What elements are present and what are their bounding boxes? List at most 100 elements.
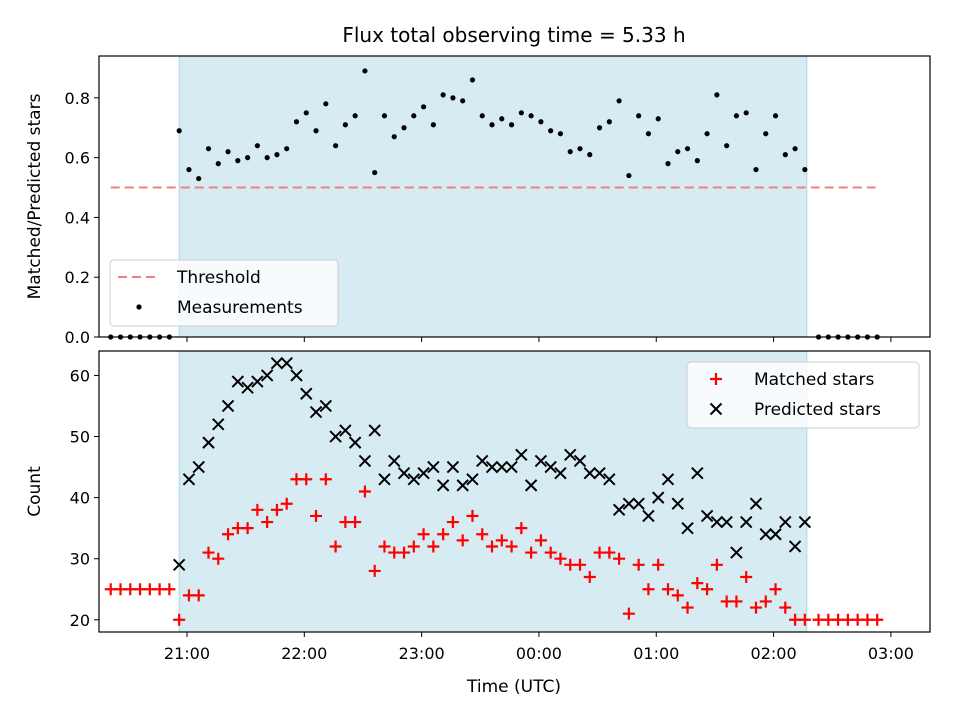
measurement-point [577, 146, 583, 152]
predicted-stars-point [769, 528, 782, 541]
matched-stars-point [192, 589, 205, 602]
x-tick-label: 01:00 [633, 644, 679, 663]
predicted-stars-point [202, 436, 215, 449]
x-axis-label: Time (UTC) [466, 677, 561, 697]
predicted-stars-point [270, 357, 284, 370]
measurement-point [313, 128, 319, 134]
legend-matched-label: Matched stars [754, 370, 874, 390]
measurement-point [704, 131, 710, 137]
matched-stars-point [554, 552, 567, 565]
predicted-stars-point [749, 497, 763, 510]
predicted-stars-point [603, 473, 616, 486]
legend-box [109, 259, 339, 327]
measurement-point [675, 149, 681, 155]
predicted-stars-point [730, 546, 743, 559]
predicted-stars-point [241, 381, 254, 394]
matched-stars-point [749, 601, 762, 614]
matched-stars-point [466, 509, 479, 522]
matched-stars-point [358, 485, 371, 498]
matched-stars-point [671, 589, 684, 602]
matched-stars-point [583, 571, 596, 584]
measurement-point [450, 95, 456, 101]
measurement-point [460, 98, 466, 104]
predicted-stars-point [378, 473, 391, 486]
y-tick-label: 60 [70, 366, 90, 385]
measurement-point [655, 116, 661, 122]
y-tick-label: 0.6 [65, 149, 90, 168]
matched-stars-point [495, 534, 508, 547]
measurement-point [176, 128, 182, 134]
measurement-point [381, 113, 388, 119]
measurement-point [499, 116, 505, 122]
measurement-point [548, 128, 554, 134]
measurement-point [196, 175, 202, 182]
matched-stars-point [505, 540, 518, 553]
measurement-point [323, 101, 329, 107]
matched-stars-point [622, 607, 635, 620]
predicted-stars-point [427, 460, 440, 474]
measurement-point [557, 131, 564, 137]
matched-stars-point [202, 546, 215, 559]
y-tick-label: 0.4 [65, 208, 90, 227]
matched-stars-point [871, 613, 884, 626]
legend-predicted-label: Predicted stars [754, 400, 881, 420]
measurement-point [245, 155, 251, 161]
matched-stars-point [349, 516, 362, 529]
legend-box [686, 361, 920, 429]
measurement-point [489, 122, 495, 128]
measurement-point [342, 122, 348, 128]
predicted-stars-point [593, 466, 606, 480]
predicted-stars-point [554, 466, 567, 480]
count-legend: Matched stars Predicted stars [686, 361, 920, 429]
matched-stars-point [613, 552, 626, 565]
measurement-point [733, 113, 740, 119]
y-tick-label: 30 [70, 550, 90, 569]
measurement-point [293, 119, 300, 125]
matched-stars-point [241, 522, 254, 535]
predicted-stars-point [300, 387, 313, 400]
predicted-stars-point [436, 479, 450, 492]
matched-stars-point [329, 540, 342, 553]
measurement-point [205, 146, 212, 152]
x-tick-label: 03:00 [868, 644, 914, 663]
matched-stars-point [261, 516, 274, 529]
matched-stars-point [446, 516, 459, 529]
ratio-legend: Threshold Measurements [109, 259, 339, 327]
predicted-stars-point [642, 509, 655, 523]
predicted-stars-point [788, 540, 802, 553]
predicted-stars-point [739, 515, 753, 529]
predicted-stars-point [388, 454, 401, 468]
measurement-point [303, 110, 309, 116]
predicted-stars-point [192, 460, 205, 474]
measurement-point [528, 113, 534, 119]
measurement-point [264, 155, 270, 161]
legend-measurement-swatch [136, 304, 142, 310]
measurement-point [372, 169, 378, 176]
matched-stars-point [525, 546, 538, 559]
measurement-point [802, 166, 808, 173]
predicted-stars-point [700, 509, 714, 523]
measurement-point [235, 158, 241, 164]
matched-stars-point [270, 503, 283, 516]
measurement-point [274, 152, 280, 158]
measurement-point [284, 146, 290, 152]
matched-stars-point [798, 613, 811, 626]
predicted-stars-point [456, 479, 469, 492]
predicted-stars-point [231, 375, 245, 388]
predicted-stars-point [710, 515, 724, 529]
legend-measurements-label: Measurements [177, 298, 303, 318]
y-tick-label: 0.8 [65, 89, 90, 108]
predicted-stars-point [466, 473, 479, 486]
predicted-stars-point [505, 460, 518, 474]
y-axis-label: Matched/Predicted stars [25, 93, 45, 299]
x-tick-label: 23:00 [399, 644, 445, 663]
measurement-point [411, 113, 417, 119]
predicted-stars-point [632, 497, 645, 510]
x-tick-label: 02:00 [751, 644, 797, 663]
matched-stars-point [574, 558, 587, 571]
predicted-stars-point [564, 448, 577, 462]
y-axis-label: Count [25, 466, 45, 517]
measurement-point [665, 161, 671, 167]
y-tick-label: 50 [70, 428, 90, 447]
